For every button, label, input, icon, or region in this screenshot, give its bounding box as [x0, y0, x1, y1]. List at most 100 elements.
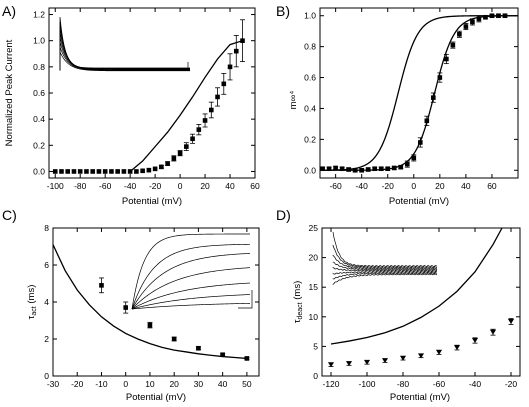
current-trace [332, 267, 438, 272]
data-point [339, 166, 345, 172]
panel-a-ylabel: Normalized Peak Current [4, 39, 15, 146]
x-tick-label: -100 [358, 379, 375, 389]
data-point [400, 355, 406, 361]
x-tick-label: -40 [469, 379, 482, 389]
x-tick-label: -20 [71, 379, 84, 389]
data-point [184, 144, 189, 149]
current-trace [131, 294, 251, 310]
data-point [418, 353, 424, 359]
y-tick-label: 0.2 [33, 140, 45, 150]
data-point [123, 305, 129, 310]
panel-c-ylabel: τact (ms) [26, 285, 38, 320]
data-point [77, 169, 83, 174]
current-trace [332, 255, 438, 270]
y-tick-label: 5 [313, 341, 318, 351]
panel-d-label: D) [276, 207, 291, 223]
data-point [215, 94, 220, 100]
data-point [320, 166, 325, 172]
data-point [346, 361, 352, 367]
y-tick-label: 4 [44, 297, 49, 307]
x-tick-label: 60 [487, 181, 497, 191]
data-point [476, 16, 482, 22]
current-trace [59, 16, 190, 69]
data-point [65, 169, 71, 174]
x-tick-label: 50 [242, 379, 252, 389]
current-trace [59, 26, 190, 70]
data-point [96, 169, 102, 174]
y-tick-label: 0 [313, 371, 318, 381]
panel-c-ylabel-tau: τ [26, 315, 37, 319]
data-point [165, 161, 170, 166]
y-tick-label: 0.4 [304, 103, 316, 113]
current-trace [332, 261, 438, 271]
data-point [127, 169, 133, 174]
x-tick-label: 20 [435, 181, 445, 191]
y-tick-label: 1.0 [304, 11, 316, 21]
y-tick-label: 2 [44, 334, 49, 344]
x-tick-label: -30 [47, 379, 60, 389]
panel-a-marks [52, 19, 246, 174]
current-trace [332, 231, 438, 267]
x-tick-label: -40 [124, 181, 137, 191]
data-point [196, 345, 201, 351]
data-point [364, 359, 370, 365]
panel-b-label: B) [276, 3, 290, 19]
y-tick-label: 0.6 [304, 73, 316, 83]
panel-d-marks [328, 227, 514, 368]
panel-c-inset-traces [131, 233, 253, 310]
data-point [328, 362, 334, 368]
y-tick-label: 0.6 [33, 88, 45, 98]
panel-a-xlabel: Potential (mV) [122, 196, 182, 207]
data-point [437, 75, 443, 80]
current-trace [131, 267, 251, 310]
data-point [171, 156, 177, 161]
y-tick-label: 0.8 [304, 42, 316, 52]
x-tick-label: 0 [178, 181, 183, 191]
current-trace [59, 46, 190, 71]
fit-curve [319, 15, 519, 171]
data-point [326, 166, 332, 172]
fit-curve [319, 15, 519, 171]
data-point [490, 329, 496, 335]
y-tick-label: 8 [44, 223, 49, 233]
y-tick-label: 0 [44, 371, 49, 381]
panel-c-frame [52, 227, 260, 377]
current-trace [332, 272, 438, 280]
data-point [470, 19, 475, 25]
current-trace [131, 303, 251, 310]
data-point [436, 349, 442, 355]
data-point [71, 169, 77, 174]
y-tick-label: 25 [309, 223, 319, 233]
data-point [472, 337, 478, 343]
data-point [115, 169, 120, 174]
data-point [508, 319, 514, 325]
x-tick-label: -60 [329, 181, 342, 191]
x-tick-label: -100 [47, 181, 64, 191]
panel-b-ylabel: m∞⁴ [288, 91, 299, 110]
y-tick-label: 1.2 [33, 10, 45, 20]
panel-a-label: A) [2, 3, 16, 19]
x-tick-label: -10 [95, 379, 108, 389]
panel-b-marks [319, 13, 519, 173]
data-point [382, 358, 388, 364]
panel-c-marks [52, 244, 250, 361]
x-tick-label: 0 [123, 379, 128, 389]
current-trace [59, 21, 190, 69]
data-point [190, 136, 195, 142]
x-tick-label: -60 [433, 379, 446, 389]
data-point [134, 169, 139, 174]
x-tick-label: -120 [322, 379, 339, 389]
data-point [147, 322, 153, 328]
data-point [404, 161, 410, 167]
x-tick-label: 40 [225, 181, 235, 191]
data-point [233, 48, 239, 54]
x-tick-label: 20 [200, 181, 210, 191]
panel-b-frame [319, 7, 519, 179]
fit-curve [129, 40, 243, 172]
data-point [146, 167, 152, 173]
scale-bar [180, 62, 189, 71]
panel-d-ylabel-tau: τ [292, 319, 303, 323]
y-tick-label: 0.0 [33, 166, 45, 176]
y-tick-label: 0.4 [33, 114, 45, 124]
